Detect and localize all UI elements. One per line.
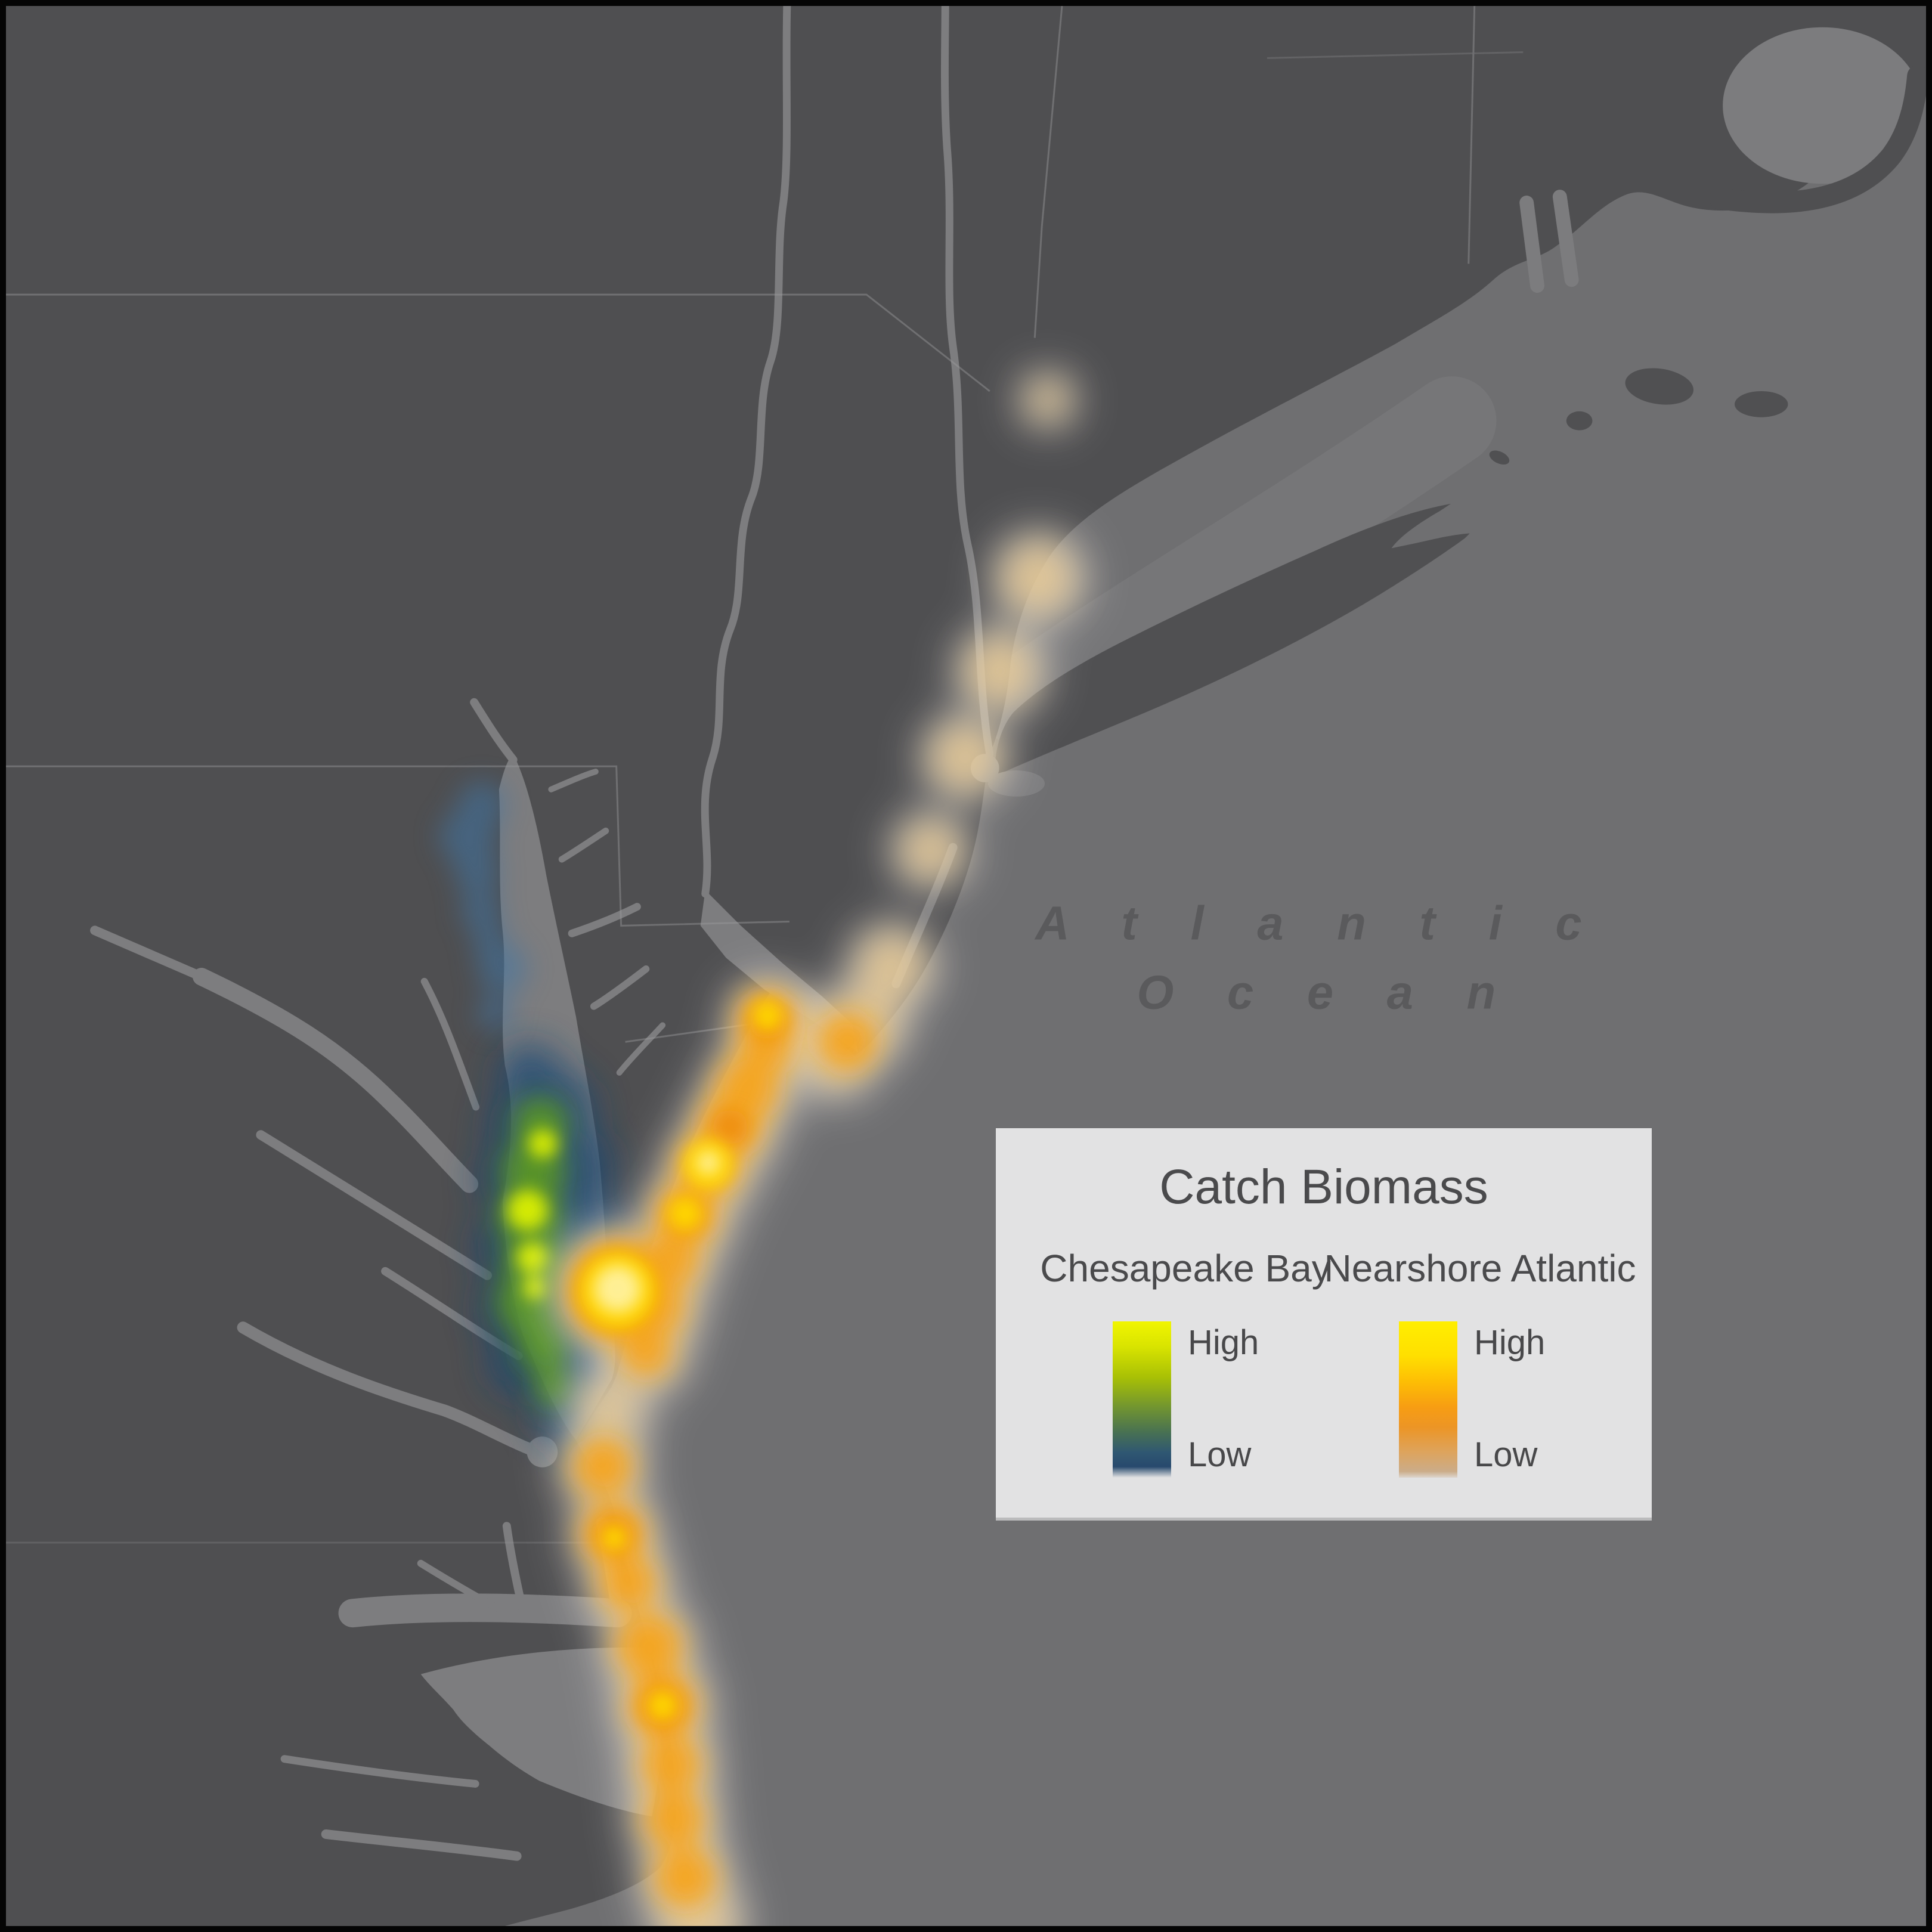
chesapeake-color-ramp — [1113, 1321, 1171, 1478]
mainland-landmass — [6, 6, 1926, 1926]
nearshore-atlantic-color-ramp — [1399, 1321, 1457, 1478]
long-island — [994, 503, 1470, 776]
nearshore-high-label: High — [1474, 1323, 1546, 1362]
chesapeake-high-label: High — [1188, 1323, 1259, 1362]
rivers-north — [470, 6, 994, 898]
ocean-label-line1: A t l a n t i c — [1034, 896, 1602, 949]
new-england-islands — [1489, 368, 1788, 465]
ocean-label-line2: O c e a n — [1137, 966, 1516, 1019]
cape-cod-bay-water — [1723, 27, 1922, 184]
eastern-shore-rivers — [548, 769, 666, 1076]
legend-column-nearshore-atlantic: Nearshore Atlantic — [1324, 1247, 1636, 1290]
chesapeake-blue-faint — [439, 781, 528, 1032]
nearshore-atlantic-heatmap-layer — [549, 371, 1086, 1926]
nearshore-low-label: Low — [1474, 1435, 1538, 1474]
long-island-sound-water — [977, 376, 1497, 747]
legend-panel: Catch Biomass Chesapeake Bay Nearshore A… — [996, 1128, 1652, 1518]
chesapeake-yellowgreen-core — [507, 1129, 558, 1299]
legend-column-chesapeake-bay: Chesapeake Bay — [1040, 1247, 1331, 1290]
map-canvas: A t l a n t i c O c e a n — [6, 6, 1926, 1926]
state-boundary-lines — [6, 6, 1524, 1544]
cape-cod-arm — [1709, 65, 1926, 213]
north-carolina-sounds-water — [280, 1517, 662, 1861]
atlantic-bright-core — [593, 1151, 720, 1313]
chesapeake-low-label: Low — [1188, 1435, 1252, 1474]
legend-title: Catch Biomass — [1159, 1160, 1488, 1214]
narragansett-bay-water — [1519, 190, 1579, 293]
